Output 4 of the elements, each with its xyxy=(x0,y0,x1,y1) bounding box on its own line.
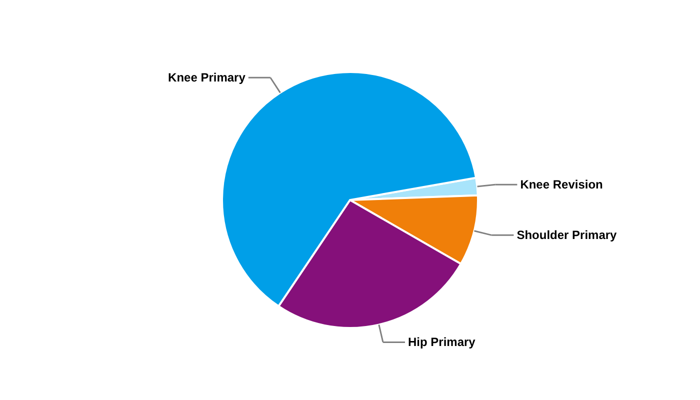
slice-label: Shoulder Primary xyxy=(516,228,618,242)
slice-label: Hip Primary xyxy=(408,335,476,350)
slice-label: Knee Primary xyxy=(168,70,246,85)
slice-label: Knee Revision xyxy=(520,178,603,192)
